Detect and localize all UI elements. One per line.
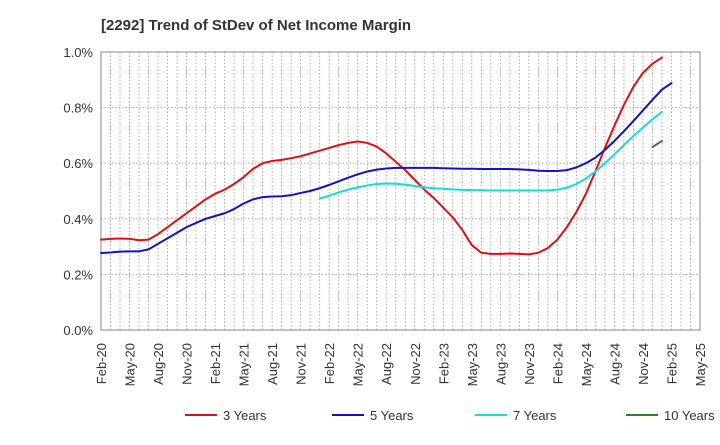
x-tick-label: Nov-24 (636, 343, 651, 385)
axis-layer: 0.0% 0.2% 0.4% 0.6% 0.8% 1.0% Feb-20 May-20 Aug-… (63, 45, 708, 386)
y-tick-label: 0.0% (63, 323, 93, 338)
x-tick-label: May-24 (579, 343, 594, 386)
plot-area-frame (100, 51, 701, 331)
y-tick-label: 0.8% (63, 101, 93, 116)
legend-label: 7 Years (513, 408, 557, 423)
y-tick-label: 0.2% (63, 267, 93, 282)
legend-label: 10 Years (664, 408, 715, 423)
y-tick-label: 0.4% (63, 212, 93, 227)
series-line-3-years (100, 56, 663, 256)
x-tick-label: May-21 (237, 343, 252, 386)
x-tick-label: Feb-22 (322, 343, 337, 384)
x-tick-label: Aug-23 (493, 343, 508, 385)
y-tick-label: 0.6% (63, 156, 93, 171)
x-tick-label: May-20 (123, 343, 138, 386)
x-tick-label: Feb-24 (550, 343, 565, 384)
x-tick-label: Aug-22 (379, 343, 394, 385)
series-layer (100, 56, 673, 256)
x-tick-label: May-22 (351, 343, 366, 386)
x-tick-label: Feb-23 (436, 343, 451, 384)
legend-label: 5 Years (370, 408, 414, 423)
x-tick-label: Feb-25 (664, 343, 679, 384)
x-tick-label: Nov-21 (294, 343, 309, 385)
series-line-10-years (651, 139, 663, 149)
chart-title: [2292] Trend of StDev of Net Income Marg… (101, 17, 411, 34)
series-line-5-years (100, 82, 673, 254)
legend: 3 Years 5 Years 7 Years 10 Years (185, 408, 715, 423)
x-tick-label: Nov-22 (408, 343, 423, 385)
y-tick-label: 1.0% (63, 45, 93, 60)
x-tick-label: Feb-21 (208, 343, 223, 384)
legend-label: 3 Years (223, 408, 267, 423)
x-tick-label: May-25 (693, 343, 708, 386)
x-tick-label: Feb-20 (94, 343, 109, 384)
x-tick-label: May-23 (465, 343, 480, 386)
x-tick-label: Aug-20 (151, 343, 166, 385)
x-tick-label: Aug-24 (607, 343, 622, 385)
x-tick-label: Nov-20 (180, 343, 195, 385)
x-tick-label: Aug-21 (265, 343, 280, 385)
series-line-7-years (318, 110, 663, 200)
x-tick-label: Nov-23 (522, 343, 537, 385)
grid-layer (101, 52, 700, 330)
